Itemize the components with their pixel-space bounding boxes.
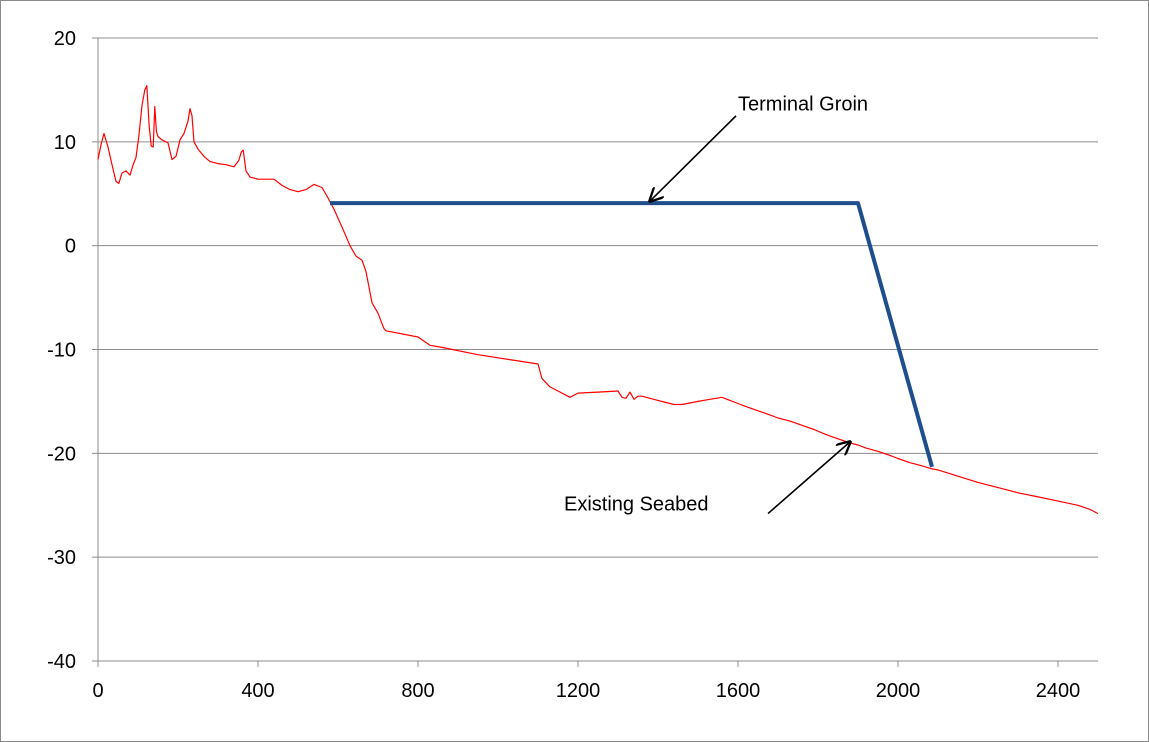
- annotation-label: Existing Seabed: [564, 493, 709, 515]
- annotation-arrow: [767, 442, 850, 515]
- annotation-label: Terminal Groin: [738, 94, 868, 116]
- y-tick-label: -20: [47, 443, 76, 465]
- y-tick-label: 10: [54, 132, 76, 154]
- x-tick-label: 800: [401, 680, 434, 702]
- x-tick-label: 0: [92, 680, 103, 702]
- x-tick-label: 1600: [716, 680, 761, 702]
- x-tick-label: 400: [241, 680, 274, 702]
- y-tick-labels: 20 10 0 -10 -20 -30 -40: [47, 28, 76, 673]
- x-tick-labels: 0 400 800 1200 1600 2000 2400: [92, 680, 1080, 702]
- y-tick-label: -40: [47, 651, 76, 673]
- x-tick-label: 1200: [556, 680, 601, 702]
- seabed-line: [97, 85, 1099, 515]
- data-series: [97, 85, 1099, 515]
- annotations: Terminal Groin Existing Seabed: [564, 94, 868, 516]
- y-tick-label: 20: [54, 28, 76, 50]
- y-tick-label: -30: [47, 547, 76, 569]
- groin-line: [330, 201, 934, 468]
- x-tick-label: 2000: [876, 680, 921, 702]
- gridlines: [98, 37, 1098, 662]
- x-tick-label: 2400: [1036, 680, 1081, 702]
- y-tick-label: -10: [47, 340, 76, 362]
- y-tick-label: 0: [65, 236, 76, 258]
- axes: [92, 37, 1098, 667]
- annotation-arrow: [650, 115, 737, 201]
